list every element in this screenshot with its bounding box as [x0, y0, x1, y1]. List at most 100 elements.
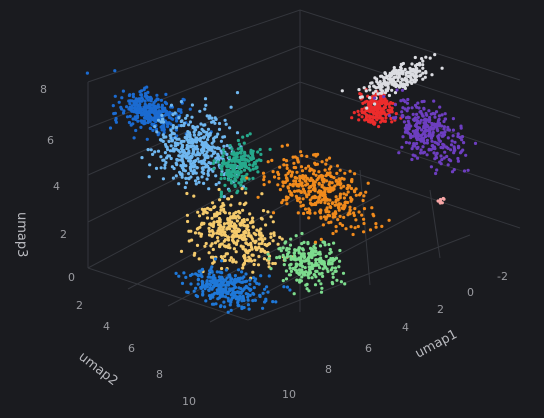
scatter-point: [329, 250, 333, 254]
scatter-point: [372, 122, 376, 126]
scatter-point: [217, 296, 221, 300]
scatter-point: [213, 205, 217, 209]
scatter-point: [392, 66, 396, 70]
scatter-point: [189, 162, 193, 166]
scatter-point: [400, 77, 404, 81]
scatter-point: [231, 233, 235, 237]
scatter-point: [401, 61, 405, 66]
scatter-point: [242, 220, 246, 224]
scatter-point: [163, 108, 167, 112]
scatter-point: [443, 112, 447, 116]
scatter-point: [247, 255, 251, 259]
scatter-point: [278, 188, 282, 192]
scatter-point: [249, 259, 254, 263]
scatter-point: [250, 152, 254, 156]
scatter-point: [315, 178, 319, 182]
scatter-point: [196, 278, 200, 282]
scatter-point: [384, 113, 388, 117]
scatter-point: [230, 229, 234, 233]
scatter-point: [433, 53, 437, 57]
scatter-point: [322, 240, 326, 244]
scatter-point: [218, 287, 222, 291]
scatter-point: [231, 291, 235, 295]
scatter-point: [299, 150, 303, 154]
scatter-point: [202, 148, 206, 152]
z-tick-2: 2: [60, 228, 67, 241]
scatter-point: [142, 119, 146, 123]
scatter-point: [420, 112, 424, 116]
scatter-point: [346, 200, 350, 205]
scatter-point: [334, 256, 339, 260]
scatter-point: [226, 178, 230, 182]
scatter-point: [294, 166, 298, 170]
scatter-point: [416, 101, 420, 105]
scatter-point: [185, 135, 189, 139]
scatter-point: [325, 215, 329, 219]
scatter-point: [302, 211, 306, 216]
scatter-point: [338, 183, 342, 187]
scatter-point: [242, 162, 246, 166]
scatter-point: [174, 144, 178, 148]
scatter-point: [128, 114, 132, 118]
scatter-point: [436, 136, 440, 140]
scatter-point: [164, 102, 169, 106]
scatter-point: [179, 147, 184, 151]
scatter-point: [344, 193, 348, 197]
scatter-point: [243, 286, 247, 290]
scatter-point: [295, 278, 299, 282]
scatter-point: [229, 281, 233, 285]
scatter-point: [166, 125, 170, 129]
scatter-point: [250, 219, 254, 223]
scatter-point: [197, 160, 201, 164]
scatter-point: [282, 263, 286, 267]
scatter-point: [461, 148, 465, 152]
scatter-point: [223, 278, 227, 282]
scatter-point: [361, 101, 365, 105]
scatter-point: [227, 168, 231, 172]
scatter-point: [324, 254, 328, 258]
scatter-point: [211, 145, 215, 149]
scatter-point: [253, 245, 257, 249]
scatter-point: [403, 100, 407, 104]
scatter-point: [170, 131, 174, 135]
scatter-point: [314, 202, 318, 207]
scatter-point: [284, 176, 289, 180]
scatter-point: [370, 118, 374, 122]
scatter-point: [117, 100, 121, 104]
scatter-point: [235, 175, 239, 179]
scatter-point: [236, 147, 240, 151]
scatter-point: [427, 134, 431, 138]
scatter-point: [177, 274, 181, 278]
scatter-point: [223, 283, 227, 287]
scatter-point: [219, 270, 223, 274]
scatter-point: [205, 282, 209, 286]
scatter-point: [229, 105, 233, 109]
scatter-point: [199, 122, 203, 126]
scatter-point: [228, 303, 232, 307]
scatter-point: [185, 191, 189, 196]
scatter-point: [397, 151, 401, 155]
scatter-point: [259, 158, 263, 163]
scatter-point: [225, 152, 229, 156]
scatter-point: [403, 76, 407, 81]
scatter-point: [192, 149, 196, 153]
scatter-point: [239, 165, 243, 169]
scatter-point: [159, 138, 163, 142]
scatter-point: [404, 128, 408, 132]
scatter-point: [121, 89, 125, 93]
scatter-point: [192, 289, 196, 293]
scatter-point: [453, 140, 457, 144]
scatter-point: [353, 172, 357, 176]
scatter-point: [307, 216, 311, 220]
scatter-point: [313, 211, 317, 215]
scatter-point: [284, 173, 288, 177]
scatter-point: [251, 270, 255, 274]
scatter-point: [421, 77, 425, 81]
scatter-point: [240, 187, 244, 191]
scatter-point: [236, 239, 240, 243]
scatter-point: [232, 247, 236, 251]
scatter-point: [160, 113, 164, 117]
scatter-point: [442, 125, 446, 129]
scatter-point: [220, 164, 224, 168]
